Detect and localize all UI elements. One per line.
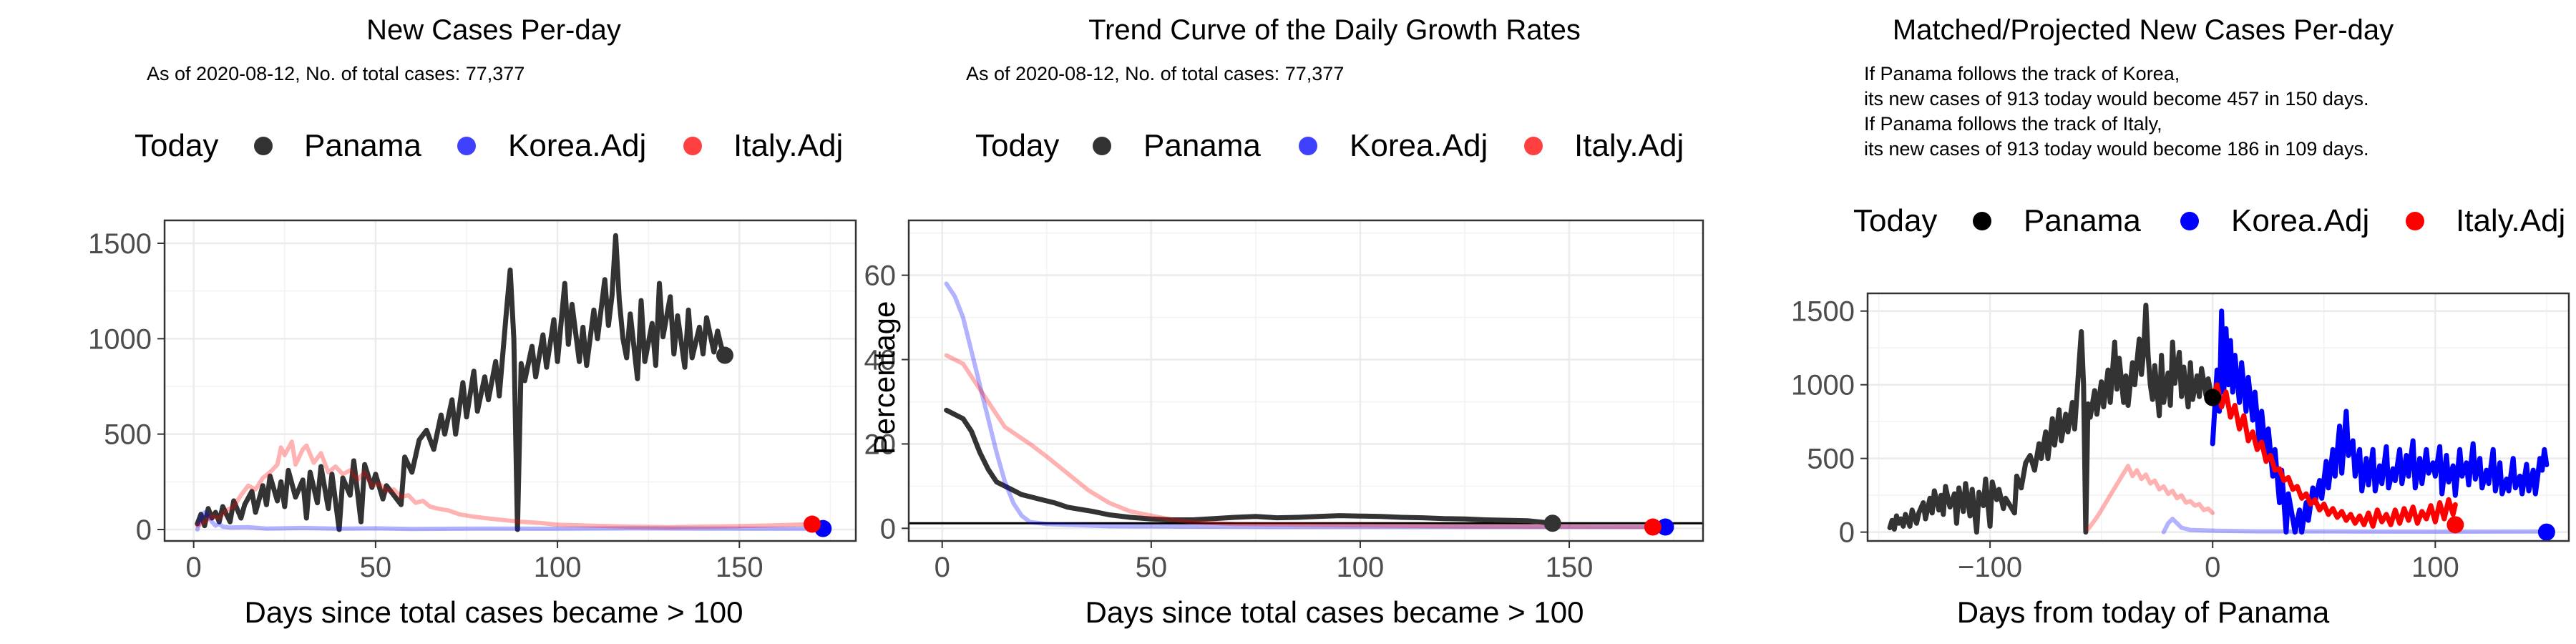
y-tick-label: 1000 (88, 323, 152, 355)
legend-label-korea: Korea.Adj (508, 128, 646, 163)
y-axis-label: Percentage (867, 301, 901, 455)
series-line-panama (1887, 303, 2215, 535)
projection-note-2: its new cases of 913 today would become … (1864, 88, 2368, 109)
y-tick-label: 60 (864, 260, 897, 292)
legend-key-italy (1524, 137, 1543, 155)
legend-key-panama (1093, 137, 1111, 155)
today-point-panama (1543, 514, 1561, 532)
y-tick-label: 1000 (1791, 370, 1855, 401)
legend: Today Panama Korea.Adj Italy.Adj (1853, 203, 2565, 238)
chart-subtitle: As of 2020-08-12, No. of total cases: 77… (966, 63, 1344, 84)
chart-title: Trend Curve of the Daily Growth Rates (1088, 14, 1581, 46)
panel-border (1866, 292, 2570, 542)
legend-key-italy (2406, 212, 2424, 230)
projection-note-4: its new cases of 913 today would become … (1864, 138, 2368, 160)
y-tick-label: 0 (880, 513, 896, 545)
legend-label-korea: Korea.Adj (1350, 128, 1488, 163)
y-tick-label: 0 (1839, 517, 1855, 549)
series-line-korea-adj-projected (2210, 308, 2550, 535)
y-tick-label: 500 (104, 419, 152, 451)
panel-border (163, 219, 857, 542)
panel-border (907, 219, 1704, 542)
today-point-italy-adj-projected (2446, 516, 2464, 534)
legend-key-panama (254, 137, 273, 155)
legend-key-panama (1973, 212, 1991, 230)
projection-note-3: If Panama follows the track of Italy, (1864, 113, 2162, 135)
y-tick-label: 0 (136, 514, 152, 546)
chart-title: Matched/Projected New Cases Per-day (1893, 14, 2394, 46)
today-point-korea-adj-projected (2537, 523, 2555, 541)
plot-area: 0 50 100 150 0 20 40 60 (864, 219, 1704, 583)
series-line-panama (195, 233, 728, 532)
panel-new-cases: New Cases Per-day As of 2020-08-12, No. … (88, 14, 857, 629)
legend-key-korea (2180, 212, 2199, 230)
chart-subtitle: As of 2020-08-12, No. of total cases: 77… (147, 63, 525, 84)
series-line-korea-adj (944, 281, 1668, 530)
series-line-italy-adj-past (2086, 464, 2215, 532)
legend-title: Today (135, 128, 218, 163)
x-tick-label: 50 (1136, 552, 1168, 583)
legend-title: Today (975, 128, 1059, 163)
y-tick-label: 20 (864, 429, 897, 460)
x-tick-label: 100 (2411, 552, 2459, 583)
y-tick-label: 1500 (88, 228, 152, 260)
today-point-korea-adj (1657, 518, 1674, 536)
legend-label-italy: Italy.Adj (1574, 128, 1684, 163)
legend-label-panama: Panama (1143, 128, 1261, 163)
panel-growth-rates: Trend Curve of the Daily Growth Rates As… (864, 14, 1704, 629)
legend: Today Panama Korea.Adj Italy.Adj (135, 128, 843, 163)
legend-label-korea: Korea.Adj (2231, 203, 2369, 238)
legend-label-italy: Italy.Adj (733, 128, 843, 163)
x-axis-label: Days since total cases became > 100 (1085, 595, 1584, 629)
legend-key-korea (1299, 137, 1317, 155)
series-line-italy-adj-projected (2210, 382, 2458, 529)
x-tick-label: 100 (534, 552, 582, 583)
legend-label-panama: Panama (2024, 203, 2141, 238)
x-tick-label: 0 (186, 552, 202, 583)
legend: Today Panama Korea.Adj Italy.Adj (975, 128, 1684, 163)
series-line-italy-adj (944, 353, 1655, 530)
today-point-italy-adj (803, 515, 821, 533)
legend-key-korea (457, 137, 476, 155)
x-tick-label: 150 (1546, 552, 1594, 583)
series-line-italy-adj (195, 439, 814, 530)
y-tick-label: 40 (864, 345, 897, 376)
series-line-panama (944, 407, 1556, 526)
x-tick-label: 0 (935, 552, 950, 583)
series-line-korea-adj (195, 510, 826, 532)
today-point-panama (716, 346, 733, 364)
legend-label-italy: Italy.Adj (2456, 203, 2565, 238)
legend-key-italy (683, 137, 702, 155)
y-tick-label: 500 (1807, 444, 1855, 475)
panel-projected: Matched/Projected New Cases Per-day If P… (1791, 14, 2570, 629)
x-tick-label: 0 (2205, 552, 2220, 583)
x-axis-label: Days from today of Panama (1957, 595, 2330, 629)
x-tick-label: −100 (1958, 552, 2022, 583)
legend-label-panama: Panama (304, 128, 421, 163)
today-point-panama (2204, 389, 2222, 406)
series-line-korea-adj-past (2161, 517, 2549, 535)
x-tick-label: 100 (1337, 552, 1385, 583)
chart-title: New Cases Per-day (366, 14, 621, 46)
projection-note-1: If Panama follows the track of Korea, (1864, 63, 2180, 84)
today-point-italy-adj (1644, 518, 1662, 536)
x-tick-label: 150 (716, 552, 763, 583)
y-tick-label: 1500 (1791, 296, 1855, 328)
x-axis-label: Days since total cases became > 100 (245, 595, 743, 629)
x-tick-label: 50 (360, 552, 392, 583)
legend-title: Today (1853, 203, 1937, 238)
